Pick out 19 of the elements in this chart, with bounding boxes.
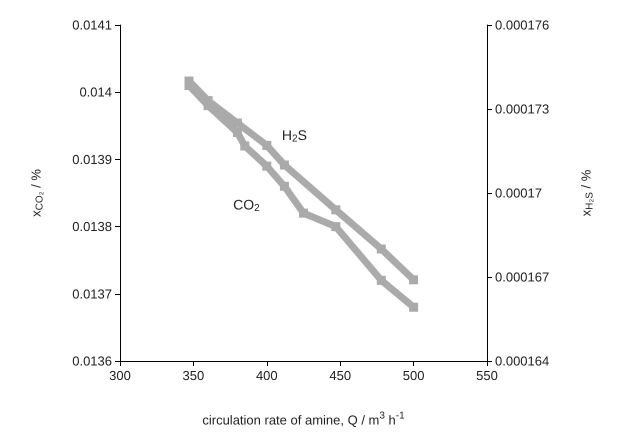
x-tick-label: 450: [329, 368, 352, 383]
y2-tick-label: 0.00017: [495, 186, 542, 200]
y2-tick-label: 0.000173: [495, 102, 550, 116]
y2-axis-title: xH₂S / %: [578, 169, 596, 216]
y-tick-label: 0.0138: [72, 219, 112, 234]
y-axis-title: xCO₂ / %: [28, 168, 46, 217]
y-tick-label: 0.0141: [72, 18, 112, 32]
x-tick-label: 500: [402, 368, 424, 383]
y-tick-label: 0.0139: [72, 152, 112, 167]
y2-tick-label: 0.000164: [495, 354, 550, 368]
x-tick-label: 300: [109, 368, 131, 383]
x-tick-label: 350: [182, 368, 204, 383]
y-tick-label: 0.0136: [72, 354, 112, 368]
x-tick-label: 400: [256, 368, 278, 383]
y2-tick-label: 0.000167: [495, 270, 550, 284]
y-tick-label: 0.0137: [72, 286, 112, 302]
x-tick-label: 550: [476, 368, 498, 383]
y2-tick-label: 0.000176: [495, 18, 550, 32]
y-tick-label: 0.014: [79, 84, 112, 100]
